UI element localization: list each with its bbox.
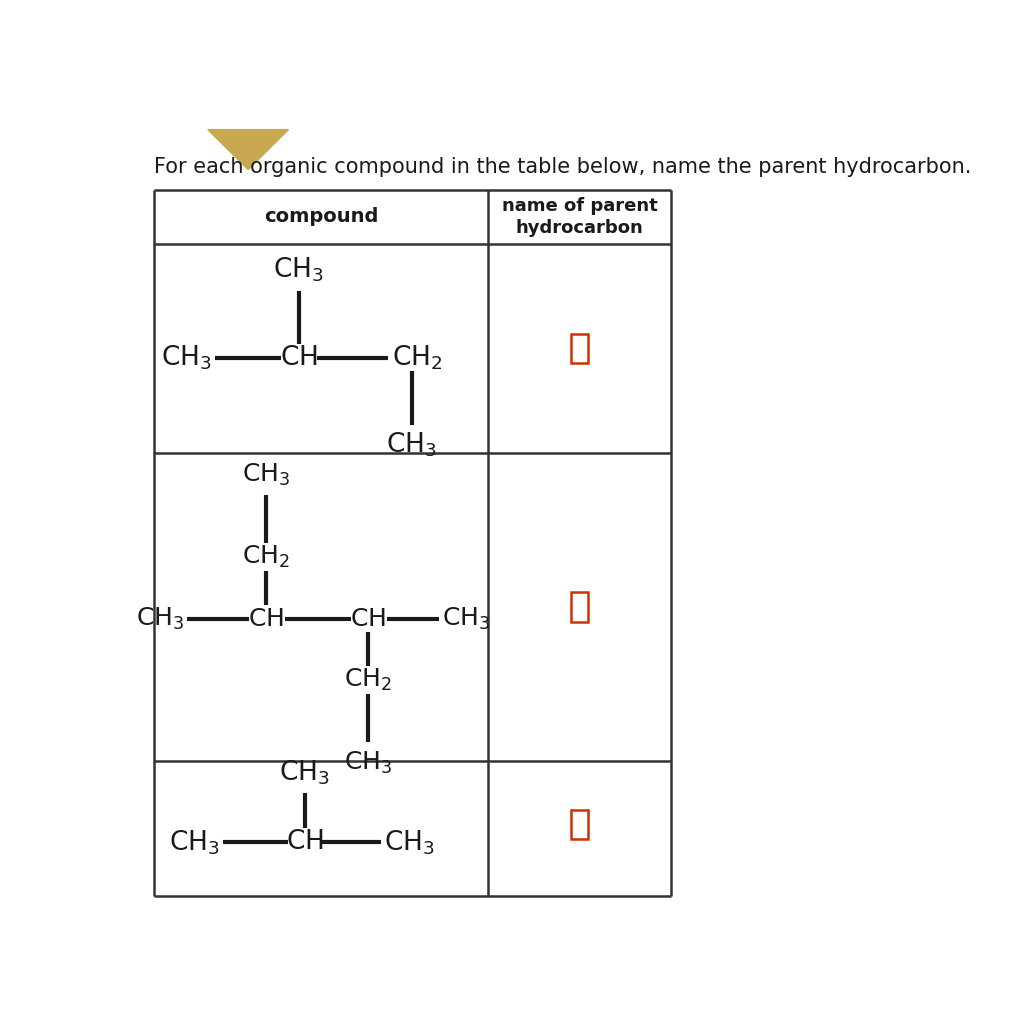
Polygon shape (208, 130, 289, 170)
Text: $\rm CH_3$: $\rm CH_3$ (169, 828, 219, 856)
Text: $\rm CH_2$: $\rm CH_2$ (344, 668, 392, 693)
Text: $\rm CH_3$: $\rm CH_3$ (135, 606, 183, 632)
Text: $\rm CH$: $\rm CH$ (248, 607, 284, 631)
Text: name of parent
hydrocarbon: name of parent hydrocarbon (502, 196, 657, 237)
Text: $\rm CH_3$: $\rm CH_3$ (442, 606, 490, 632)
Text: For each organic compound in the table below, name the parent hydrocarbon.: For each organic compound in the table b… (154, 157, 971, 178)
Text: $\rm CH_2$: $\rm CH_2$ (242, 544, 290, 570)
Text: $\rm CH$: $\rm CH$ (350, 607, 386, 631)
Text: $\rm CH_3$: $\rm CH_3$ (273, 256, 324, 284)
Text: $\rm CH_3$: $\rm CH_3$ (386, 431, 437, 459)
Text: compound: compound (264, 207, 378, 227)
Text: $\rm CH_3$: $\rm CH_3$ (344, 750, 392, 775)
Text: $\rm CH_3$: $\rm CH_3$ (280, 758, 330, 786)
Text: $\rm CH$: $\rm CH$ (286, 829, 324, 855)
Bar (571, 333, 588, 363)
Text: $\rm CH_3$: $\rm CH_3$ (384, 828, 434, 856)
Text: $\rm CH_3$: $\rm CH_3$ (161, 343, 212, 372)
Text: $\rm CH$: $\rm CH$ (280, 344, 317, 371)
Text: $\rm CH_2$: $\rm CH_2$ (391, 343, 442, 372)
Text: $\rm CH_3$: $\rm CH_3$ (242, 461, 290, 488)
Bar (571, 810, 588, 839)
Bar (571, 592, 588, 622)
